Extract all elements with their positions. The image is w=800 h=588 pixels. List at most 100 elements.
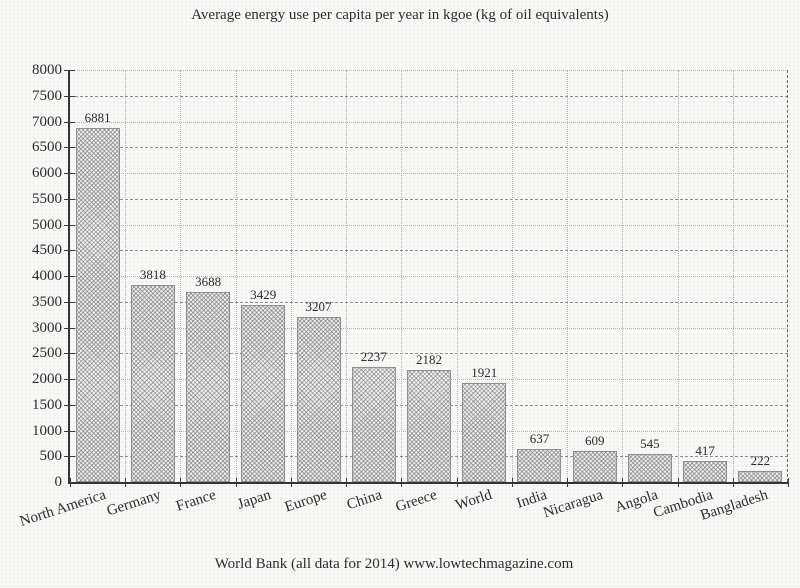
gridline-horizontal <box>70 70 788 71</box>
y-axis-tick-label: 2500 <box>32 345 62 362</box>
gridline-horizontal <box>70 301 788 303</box>
x-axis-tick <box>622 478 624 487</box>
bar-value-label: 1921 <box>471 365 498 380</box>
y-axis-tick <box>64 301 75 303</box>
gridline-horizontal <box>70 276 788 277</box>
x-axis-tick <box>732 478 734 487</box>
x-axis-tick <box>346 478 348 487</box>
gridline-vertical <box>622 70 624 482</box>
y-axis-tick-label: 1500 <box>32 396 62 413</box>
gridline-horizontal <box>70 147 788 149</box>
y-axis-tick-label: 3500 <box>32 293 62 310</box>
gridline-horizontal <box>70 121 788 123</box>
gridline-vertical <box>567 70 569 482</box>
bar-value-label: 3429 <box>250 287 277 302</box>
y-axis-tick <box>64 276 75 277</box>
y-axis-tick <box>64 198 75 200</box>
y-axis-tick <box>64 353 75 355</box>
bar-angola <box>627 454 672 482</box>
x-axis-tick <box>456 478 458 487</box>
bar-bangladesh <box>738 471 783 482</box>
gridline-vertical <box>456 70 458 482</box>
y-axis-tick-label: 5000 <box>32 216 62 233</box>
gridline-vertical <box>125 70 127 482</box>
bar-value-label: 3207 <box>305 299 332 314</box>
bar-value-label: 637 <box>529 431 550 446</box>
x-axis-tick <box>401 478 403 487</box>
gridline-horizontal <box>70 224 788 226</box>
gridline-horizontal <box>70 95 788 97</box>
y-axis-tick <box>64 147 75 149</box>
x-axis-tick <box>788 478 789 487</box>
y-axis-tick <box>64 250 75 252</box>
y-axis-tick-label: 5500 <box>32 190 62 207</box>
y-axis-tick <box>64 173 75 174</box>
y-axis-tick <box>64 404 75 406</box>
x-axis-tick <box>511 478 513 487</box>
y-axis-tick-label: 500 <box>39 448 63 465</box>
bar-value-label: 3688 <box>195 274 222 289</box>
y-axis-tick-label: 4500 <box>32 242 62 259</box>
gridline-vertical <box>511 70 513 482</box>
bar-cambodia <box>683 461 728 482</box>
gridline-vertical <box>677 70 679 482</box>
y-axis-tick <box>64 121 75 123</box>
y-axis-tick-label: 6000 <box>32 165 62 181</box>
x-axis-tick <box>180 478 182 487</box>
bar-north-america <box>75 128 120 482</box>
x-axis-tick <box>125 478 127 487</box>
bar-china <box>351 367 396 482</box>
y-axis-tick-label: 7500 <box>32 87 62 104</box>
gridline-horizontal <box>70 250 788 252</box>
bar-france <box>186 292 231 482</box>
bar-value-label: 2182 <box>416 352 442 367</box>
y-axis-tick-label: 2000 <box>32 371 62 387</box>
bar-value-label: 2237 <box>360 349 387 364</box>
y-axis-tick-label: 0 <box>54 474 63 490</box>
bar-value-label: 609 <box>584 433 605 448</box>
gridline-vertical <box>732 70 734 482</box>
bar-greece <box>407 370 451 482</box>
y-axis-tick <box>64 379 75 380</box>
gridline-vertical <box>401 70 403 482</box>
plot-area: 6881 3818 3688 3429 3207 2237 2182 1921 637 609 54… <box>68 70 788 484</box>
bar-india <box>517 449 562 482</box>
source-caption: World Bank (all data for 2014) www.lowte… <box>214 556 574 572</box>
bar-germany <box>130 285 175 482</box>
gridline-vertical <box>180 70 182 482</box>
x-axis-tick <box>567 478 569 487</box>
y-axis-tick-label: 7000 <box>32 113 62 130</box>
bar-japan <box>241 305 286 482</box>
y-axis-tick-label: 4000 <box>32 268 62 284</box>
y-axis-tick <box>64 430 75 432</box>
y-axis-tick-label: 3000 <box>32 319 62 336</box>
y-axis-tick-label: 1000 <box>32 422 62 439</box>
gridline-horizontal <box>70 173 788 174</box>
gridline-horizontal <box>70 327 788 329</box>
y-axis-tick <box>64 224 75 226</box>
bar-value-label: 222 <box>750 453 771 468</box>
bar-value-label: 6881 <box>84 110 111 125</box>
gridline-horizontal <box>70 353 788 355</box>
bar-value-label: 545 <box>640 436 660 451</box>
chart-title: Average energy use per capita per year i… <box>191 7 609 23</box>
bar-world <box>462 383 507 482</box>
bar-europe <box>296 317 341 482</box>
gridline-vertical <box>290 70 292 482</box>
gridline-vertical <box>235 70 237 482</box>
gridline-vertical <box>346 70 348 482</box>
y-axis-tick-label: 8000 <box>32 62 62 78</box>
plot-right-border <box>787 70 788 482</box>
y-axis-tick-label: 6500 <box>32 139 62 156</box>
gridline-horizontal <box>70 198 788 200</box>
x-axis-tick <box>235 478 237 487</box>
x-axis-tick <box>290 478 292 487</box>
x-axis-tick <box>677 478 679 487</box>
y-axis-tick <box>64 95 75 97</box>
bar-nicaragua <box>572 451 617 482</box>
x-axis-tick <box>70 478 71 487</box>
bar-value-label: 417 <box>695 443 715 458</box>
bar-value-label: 3818 <box>139 267 166 282</box>
y-axis-tick <box>64 70 75 71</box>
